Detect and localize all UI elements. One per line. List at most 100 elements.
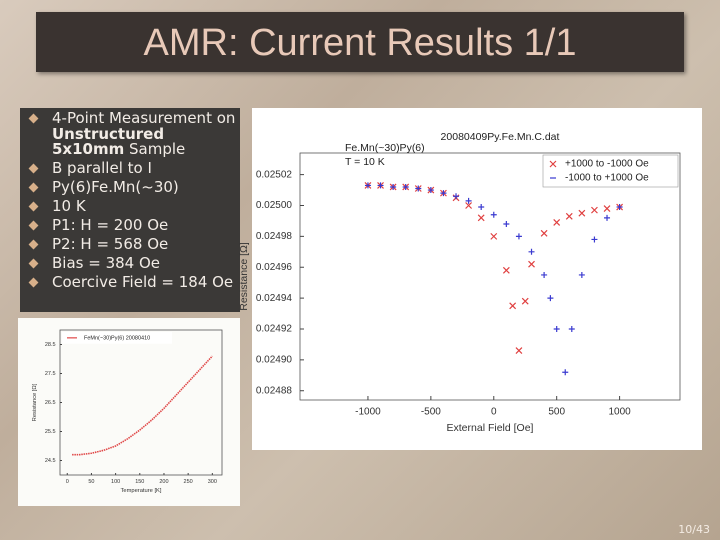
- y-tick-label: 0.02498: [256, 231, 293, 242]
- page-number: 10/43: [678, 523, 710, 536]
- series: [364, 182, 623, 376]
- bullet: Py(6)Fe.Mn(~30): [20, 179, 240, 196]
- bullet: 4-Point Measurement on Unstructured 5x10…: [20, 109, 240, 158]
- data-point: [453, 193, 460, 200]
- data-point: [541, 271, 548, 278]
- annotation: T = 10 K: [345, 156, 385, 168]
- x-tick-label: 300: [208, 479, 217, 485]
- x-axis-label: External Field [Oe]: [447, 422, 534, 434]
- bullet: P1: H = 200 Oe: [20, 216, 240, 234]
- y-tick-label: 0.02502: [256, 169, 293, 180]
- bullet-text: P1: H = 200 Oe: [52, 216, 169, 234]
- data-point: [528, 248, 535, 255]
- data-point: [568, 325, 575, 332]
- data-point: [578, 271, 585, 278]
- data-point: [402, 183, 409, 190]
- data-point: [515, 347, 523, 355]
- bullet-text: 4-Point Measurement on: [52, 109, 236, 127]
- x-tick-label: 500: [548, 407, 565, 418]
- y-tick-label: 0.02494: [256, 293, 293, 304]
- data-point: [364, 182, 371, 189]
- data-point: [465, 202, 473, 209]
- legend-label: -1000 to +1000 Oe: [565, 173, 649, 184]
- data-point: [377, 182, 384, 189]
- data-line: [72, 355, 213, 456]
- y-tick-label: 0.02492: [256, 324, 293, 335]
- data-point: [578, 209, 586, 217]
- title-box: AMR: Current Results 1/1: [36, 12, 684, 72]
- y-tick-label: 0.02488: [256, 385, 293, 396]
- x-tick-label: 250: [184, 479, 193, 485]
- x-tick-label: 0: [491, 407, 497, 418]
- y-axis-label: Resistance [Ω]: [238, 242, 250, 311]
- bullet: Coercive Field = 184 Oe: [20, 273, 240, 291]
- data-point: [565, 212, 573, 220]
- data-point: [390, 183, 397, 190]
- bullet: P2: H = 568 Oe: [20, 235, 240, 253]
- legend-label: FeMn(~30)Py(6) 20080410: [84, 335, 150, 341]
- data-point: [515, 233, 522, 240]
- data-point: [477, 214, 485, 222]
- data-point: [591, 236, 598, 243]
- data-point: [553, 325, 560, 332]
- data-point: [503, 221, 510, 228]
- bullet-text: Coercive Field = 184 Oe: [52, 273, 234, 291]
- bullet-text: B parallel to I: [52, 159, 152, 177]
- bullet-text: 10 K: [52, 197, 86, 215]
- y-tick-label: 0.02500: [256, 200, 293, 211]
- data-point: [490, 211, 497, 218]
- x-axis-label: Temperature [K]: [120, 488, 161, 494]
- x-tick-label: 50: [88, 479, 94, 485]
- y-tick-label: 27.5: [45, 371, 56, 377]
- data-point: [553, 219, 561, 226]
- data-point: [478, 204, 485, 211]
- plot-frame: [299, 152, 681, 401]
- y-tick-label: 28.5: [45, 342, 56, 348]
- y-tick-label: 0.02496: [256, 262, 293, 273]
- data-point: [521, 297, 529, 305]
- chart-title: 20080409Py.Fe.Mn.C.dat: [441, 131, 560, 143]
- legend-symbol: [549, 160, 557, 168]
- bullet-list: 4-Point Measurement on Unstructured 5x10…: [20, 108, 240, 312]
- data-point: [465, 197, 472, 204]
- data-point: [547, 295, 554, 302]
- data-point: [603, 205, 611, 212]
- data-point: [562, 369, 569, 376]
- data-point: [502, 266, 510, 274]
- legend-box: [542, 154, 679, 188]
- x-tick-label: -500: [421, 407, 441, 418]
- bullet-text: P2: H = 568 Oe: [52, 235, 169, 253]
- x-tick-label: 100: [111, 479, 120, 485]
- bullet: Bias = 384 Oe: [20, 254, 240, 272]
- bullet: 10 K: [20, 197, 240, 215]
- data-point: [540, 229, 548, 237]
- bullet: B parallel to I: [20, 159, 240, 177]
- data-point: [490, 232, 498, 240]
- bullet-text: Bias = 384 Oe: [52, 254, 161, 272]
- x-tick-label: -1000: [355, 407, 381, 418]
- y-tick-label: 0.02490: [256, 355, 293, 366]
- data-point: [440, 190, 447, 197]
- data-point: [591, 206, 598, 214]
- y-tick-label: 25.5: [45, 429, 56, 435]
- bullet-text: Unstructured 5x10mm: [52, 124, 165, 158]
- data-point: [415, 185, 422, 192]
- y-tick-label: 26.5: [45, 400, 56, 406]
- x-tick-label: 0: [66, 479, 69, 485]
- data-point: [604, 214, 611, 221]
- y-tick-label: 24.5: [45, 458, 56, 464]
- bullet-text: Sample: [124, 140, 186, 158]
- data-point: [616, 204, 623, 211]
- legend-label: +1000 to -1000 Oe: [565, 159, 649, 170]
- data-point: [528, 260, 535, 268]
- annotation: Fe.Mn(~30)Py(6): [345, 142, 425, 154]
- x-tick-label: 150: [135, 479, 144, 485]
- y-axis-label: Resistance [Ω]: [32, 383, 38, 421]
- x-tick-label: 200: [159, 479, 168, 485]
- x-tick-label: 1000: [608, 407, 631, 418]
- slide-title: AMR: Current Results 1/1: [143, 22, 577, 64]
- data-point: [509, 302, 517, 310]
- data-point: [427, 187, 434, 194]
